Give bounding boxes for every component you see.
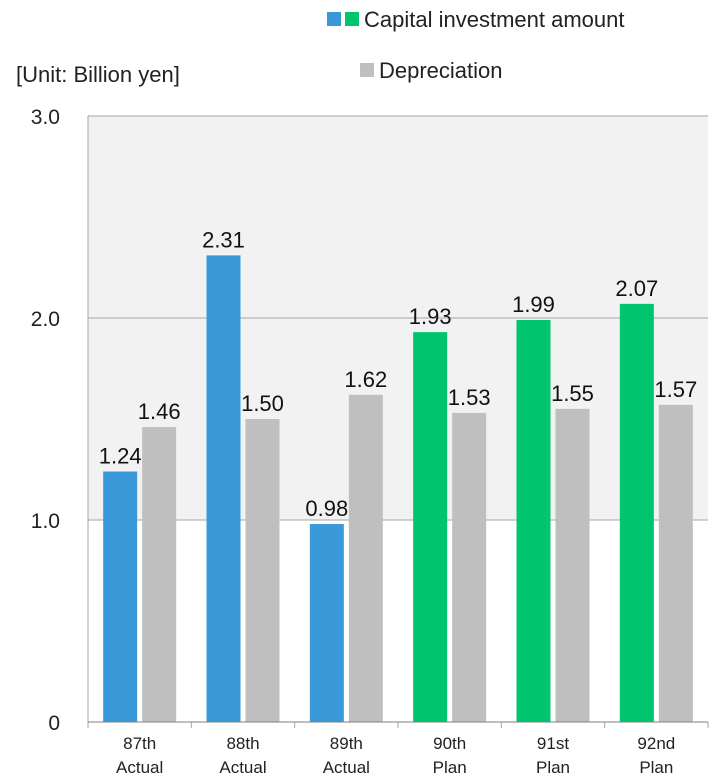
legend-swatch [360,63,374,77]
value-label: 1.53 [448,385,491,410]
x-category-label: 87th [123,734,156,753]
bar-capital-investment [103,471,138,722]
y-tick-label: 3.0 [31,106,60,129]
bars [103,255,693,722]
x-category-label: Actual [116,758,163,777]
x-category-label: 89th [330,734,363,753]
bar-capital-investment [413,332,448,722]
value-label: 2.31 [202,227,245,252]
x-category-label: 91st [537,734,569,753]
value-label: 1.93 [409,304,452,329]
y-axis: 0 1.0 2.0 3.0 [31,106,89,735]
bar-depreciation [245,419,280,722]
bar-capital-investment [619,303,654,722]
value-label: 1.62 [344,367,387,392]
x-category-label: Actual [219,758,266,777]
x-category-label: 90th [433,734,466,753]
legend-swatch [327,12,341,26]
x-category-label: Actual [323,758,370,777]
legend: Capital investment amount Depreciation [327,7,624,83]
value-label: 1.24 [99,444,142,469]
value-label: 1.57 [654,377,697,402]
x-category-label: Plan [639,758,673,777]
legend-label: Depreciation [379,58,503,83]
value-label: 1.46 [138,399,181,424]
plot-bands [88,116,708,520]
bar-depreciation [452,412,487,722]
x-category-label: Plan [536,758,570,777]
x-category-label: 92nd [637,734,675,753]
bar-depreciation [658,404,693,722]
unit-label: [Unit: Billion yen] [16,62,180,87]
value-labels: 1.24 1.46 2.31 1.50 0.98 1.62 1.93 1.53 1.99 1.55… [99,227,697,521]
plot-band [88,318,708,520]
y-tick-label: 2.0 [31,308,60,331]
legend-label: Capital investment amount [364,7,624,32]
bar-depreciation [142,427,177,722]
bar-capital-investment [516,320,551,722]
bar-depreciation [555,408,590,722]
value-label: 1.50 [241,391,284,416]
y-tick-label: 1.0 [31,510,60,533]
bar-capital-investment [309,524,344,722]
x-category-label: 88th [226,734,259,753]
value-label: 0.98 [305,496,348,521]
bar-capital-investment [206,255,241,722]
bar-depreciation [348,394,383,722]
value-label: 1.55 [551,381,594,406]
value-label: 1.99 [512,292,555,317]
plot-band [88,116,708,318]
x-axis: 87th Actual 88th Actual 89th Actual 90th Plan 91… [87,721,709,777]
legend-swatch [345,12,359,26]
x-category-label: Plan [433,758,467,777]
y-tick-label: 0 [48,712,60,735]
value-label: 2.07 [615,276,658,301]
